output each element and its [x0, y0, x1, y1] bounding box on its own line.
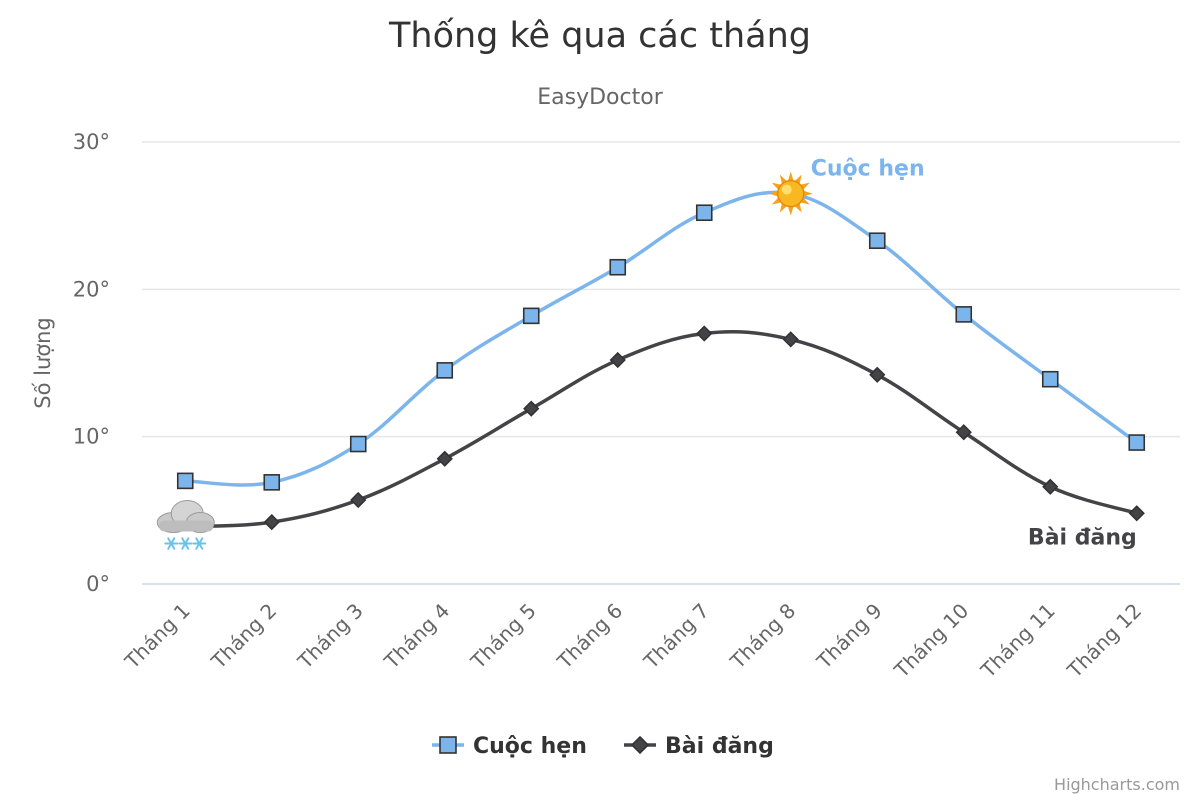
data-point[interactable]	[436, 450, 453, 467]
data-point[interactable]	[955, 424, 972, 441]
legend-marker	[439, 736, 457, 754]
chart-title: Thống kê qua các tháng	[388, 16, 811, 56]
data-point[interactable]	[696, 325, 713, 342]
data-point[interactable]	[695, 204, 713, 222]
x-tick-label: Tháng 5	[465, 599, 540, 674]
data-point[interactable]	[1041, 370, 1059, 388]
y-axis-title: Số lượng	[31, 317, 55, 409]
grid-lines	[142, 141, 1180, 585]
x-tick-label: Tháng 3	[292, 599, 367, 674]
series-label: Cuộc hẹn	[811, 157, 925, 182]
data-point[interactable]	[263, 474, 281, 491]
snow-cloud-icon	[156, 500, 215, 550]
series-labels: Cuộc hẹn Bài đăng	[811, 157, 1137, 551]
legend-marker	[630, 735, 650, 755]
series-line	[183, 330, 1139, 529]
sun-core	[777, 179, 805, 208]
x-tick-label: Tháng 1	[119, 599, 194, 674]
legend-label: Cuộc hẹn	[473, 734, 587, 759]
y-tick-label: 20°	[73, 277, 110, 301]
x-axis-ticks: Tháng 1 Tháng 2 Tháng 3 Tháng 4 Tháng 5 Tháng…	[119, 599, 1146, 683]
data-point[interactable]	[522, 307, 540, 325]
data-point[interactable]	[955, 306, 973, 323]
x-tick-label: Tháng 6	[552, 599, 627, 674]
sun-ray	[787, 171, 794, 181]
sun-icon	[768, 171, 813, 216]
sun-ray	[803, 190, 813, 197]
x-tick-label: Tháng 4	[379, 599, 454, 674]
x-tick-label: Tháng 10	[889, 599, 973, 683]
x-tick-label: Tháng 8	[725, 599, 800, 674]
data-point[interactable]	[523, 400, 540, 417]
y-axis-ticks: 0° 10° 20° 30°	[73, 130, 110, 596]
legend-label: Bài đăng	[665, 734, 774, 759]
x-tick-label: Tháng 2	[206, 599, 281, 674]
x-tick-label: Tháng 9	[811, 599, 886, 674]
snowflake	[164, 537, 179, 550]
data-point[interactable]	[782, 331, 799, 348]
data-point[interactable]	[349, 435, 367, 453]
chart-subtitle: EasyDoctor	[537, 85, 663, 110]
data-point[interactable]	[1042, 478, 1059, 495]
data-point[interactable]	[609, 351, 626, 369]
data-point[interactable]	[609, 258, 627, 276]
data-point[interactable]	[350, 491, 367, 509]
x-tick-label: Tháng 7	[638, 599, 713, 674]
snowflake-arm	[181, 537, 190, 550]
series-label: Bài đăng	[1028, 525, 1137, 550]
snowflake	[178, 537, 193, 550]
data-point[interactable]	[1128, 434, 1146, 451]
series-markers	[156, 171, 1146, 550]
legend-item[interactable]: Cuộc hẹn	[432, 734, 587, 759]
credits-link[interactable]: Highcharts.com	[1054, 775, 1180, 794]
sun-ray	[787, 206, 794, 216]
x-tick-label: Tháng 11	[975, 599, 1059, 683]
data-point[interactable]	[436, 362, 454, 379]
sun-highlight	[781, 184, 792, 195]
snowflake-arm	[167, 537, 176, 550]
legend-item[interactable]: Bài đăng	[624, 734, 774, 759]
sun-ray	[768, 190, 779, 197]
y-tick-label: 30°	[73, 130, 110, 154]
data-point[interactable]	[868, 232, 886, 250]
snowflake	[192, 537, 207, 550]
y-tick-label: 10°	[73, 425, 110, 449]
data-point[interactable]	[869, 366, 886, 383]
data-point[interactable]	[263, 513, 280, 531]
cloud-base	[159, 520, 214, 532]
series-line	[183, 190, 1139, 487]
data-point[interactable]	[176, 472, 194, 490]
y-tick-label: 0°	[86, 572, 110, 596]
legend: Cuộc hẹn Bài đăng	[432, 734, 774, 759]
data-point[interactable]	[1128, 505, 1145, 522]
x-tick-label: Tháng 12	[1062, 599, 1146, 683]
series-lines	[183, 190, 1139, 529]
snowflake-arm	[195, 537, 204, 550]
